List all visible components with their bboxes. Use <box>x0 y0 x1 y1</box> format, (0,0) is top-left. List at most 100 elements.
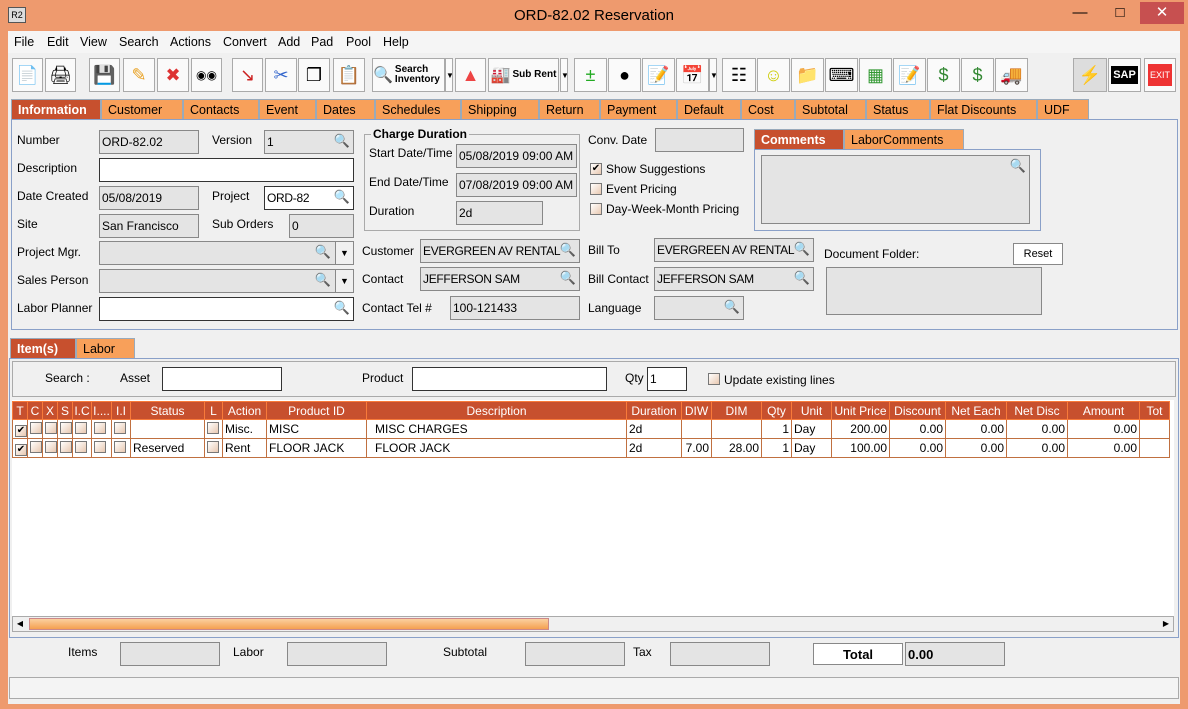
tab-udf[interactable]: UDF <box>1037 99 1089 119</box>
asset-input[interactable] <box>162 367 282 391</box>
edit-form-button[interactable]: 📝 <box>893 58 926 92</box>
column-header[interactable]: I.C <box>72 401 92 420</box>
product-input[interactable] <box>412 367 607 391</box>
menu-actions[interactable]: Actions <box>170 35 211 49</box>
row-checkbox[interactable] <box>45 440 57 453</box>
tab-flat-discounts[interactable]: Flat Discounts <box>930 99 1037 119</box>
row-checkbox[interactable] <box>60 440 72 453</box>
column-header[interactable]: Description <box>366 401 627 420</box>
tab-customer[interactable]: Customer <box>101 99 183 119</box>
row-checkbox[interactable]: ✔ <box>15 443 27 456</box>
menu-search[interactable]: Search <box>119 35 159 49</box>
column-header[interactable]: Amount <box>1067 401 1140 420</box>
conv-date-field[interactable] <box>655 128 744 152</box>
l-checkbox[interactable] <box>207 440 219 453</box>
save-button[interactable]: 💾 <box>89 58 120 92</box>
tab-labor[interactable]: Labor <box>76 338 135 358</box>
column-header[interactable]: Status <box>130 401 205 420</box>
search-inventory-button[interactable]: 🔍 Search Inventory <box>372 58 445 92</box>
customer-field[interactable]: EVERGREEN AV RENTALS 🔍 <box>420 239 580 263</box>
menu-pool[interactable]: Pool <box>346 35 372 49</box>
money-note-button[interactable]: $ <box>961 58 994 92</box>
tab-default[interactable]: Default <box>677 99 741 119</box>
tab-schedules[interactable]: Schedules <box>375 99 461 119</box>
column-header[interactable]: Discount <box>889 401 946 420</box>
tab-cost[interactable]: Cost <box>741 99 795 119</box>
document-folder-field[interactable] <box>826 267 1042 315</box>
menu-view[interactable]: View <box>80 35 107 49</box>
column-header[interactable]: T <box>12 401 28 420</box>
date-created-field[interactable]: 05/08/2019 <box>99 186 199 210</box>
contact-field[interactable]: JEFFERSON SAM 🔍 <box>420 267 580 291</box>
description-cell[interactable]: FLOOR JACK <box>366 438 627 458</box>
description-cell[interactable]: MISC CHARGES <box>366 419 627 439</box>
product-id-cell[interactable]: FLOOR JACK <box>266 438 367 458</box>
search-icon[interactable]: 🔍 <box>314 244 331 259</box>
status-cell[interactable] <box>130 419 205 439</box>
l-checkbox[interactable] <box>207 421 219 434</box>
table-row[interactable]: ✔ Misc. MISC MISC CHARGES 2d 1 Day 200.00 0.00 0.… <box>12 419 1170 439</box>
site-field[interactable]: San Francisco <box>99 214 199 238</box>
net-disc-cell[interactable]: 0.00 <box>1006 438 1068 458</box>
menu-convert[interactable]: Convert <box>223 35 267 49</box>
column-header[interactable]: Net Disc <box>1006 401 1068 420</box>
net-each-cell[interactable]: 0.00 <box>945 419 1007 439</box>
tab-payment[interactable]: Payment <box>600 99 677 119</box>
show-suggestions-checkbox[interactable]: ✔ <box>590 163 602 175</box>
column-header[interactable]: Net Each <box>945 401 1007 420</box>
notepad-button[interactable]: 📝 <box>642 58 675 92</box>
truck-button[interactable]: 🚚 <box>995 58 1028 92</box>
tab-dates[interactable]: Dates <box>316 99 375 119</box>
sap-button[interactable]: SAP <box>1108 58 1141 92</box>
key-button[interactable]: ⌨ <box>825 58 858 92</box>
chevron-down-icon[interactable]: ▼ <box>335 242 353 264</box>
smiley-button[interactable]: ☺ <box>757 58 790 92</box>
column-header[interactable]: Qty <box>761 401 792 420</box>
column-header[interactable]: X <box>42 401 58 420</box>
unit-price-cell[interactable]: 200.00 <box>831 419 890 439</box>
sub-orders-field[interactable]: 0 <box>289 214 354 238</box>
tab-contacts[interactable]: Contacts <box>183 99 259 119</box>
paste-button[interactable]: 📋 <box>333 58 365 92</box>
row-checkbox[interactable] <box>75 421 87 434</box>
project-field[interactable]: ORD-82 🔍 <box>264 186 354 210</box>
sales-person-select[interactable]: 🔍 ▼ <box>99 269 354 293</box>
search-icon[interactable]: 🔍 <box>314 272 331 287</box>
cut-button[interactable]: ✂ <box>265 58 297 92</box>
comments-textarea[interactable]: 🔍 <box>761 155 1030 224</box>
unit-cell[interactable]: Day <box>791 419 832 439</box>
copy-button[interactable]: ❐ <box>298 58 330 92</box>
delete-button[interactable]: ✖ <box>157 58 189 92</box>
menu-pad[interactable]: Pad <box>311 35 334 49</box>
search-icon[interactable]: 🔍 <box>723 299 740 314</box>
menu-help[interactable]: Help <box>383 35 409 49</box>
tot-cell[interactable] <box>1139 438 1170 458</box>
search-icon[interactable]: 🔍 <box>1009 158 1026 173</box>
reset-button[interactable]: Reset <box>1013 243 1063 265</box>
hierarchy-button[interactable]: ☷ <box>722 58 756 92</box>
tab-return[interactable]: Return <box>539 99 600 119</box>
search-icon[interactable]: 🔍 <box>559 242 576 257</box>
calendar-button[interactable]: 📅 <box>676 58 709 92</box>
bill-to-field[interactable]: EVERGREEN AV RENTALS 🔍 <box>654 238 814 262</box>
l-cell[interactable] <box>204 438 223 458</box>
tab-event[interactable]: Event <box>259 99 316 119</box>
column-header[interactable]: Action <box>222 401 267 420</box>
column-header[interactable]: Unit Price <box>831 401 890 420</box>
start-datetime-field[interactable]: 05/08/2019 09:00 AM <box>456 144 577 168</box>
tab-subtotal[interactable]: Subtotal <box>795 99 866 119</box>
row-checkbox[interactable] <box>45 421 57 434</box>
qty-cell[interactable]: 1 <box>761 419 792 439</box>
search-icon[interactable]: 🔍 <box>333 300 350 315</box>
language-field[interactable]: 🔍 <box>654 296 744 320</box>
tab-shipping[interactable]: Shipping <box>461 99 539 119</box>
column-header[interactable]: Tot <box>1139 401 1170 420</box>
copy-to-button[interactable]: ↘ <box>232 58 263 92</box>
row-checkbox[interactable] <box>30 421 42 434</box>
diw-cell[interactable] <box>681 419 712 439</box>
tab-items[interactable]: Item(s) <box>10 338 76 358</box>
l-cell[interactable] <box>204 419 223 439</box>
scroll-left-arrow[interactable]: ◀ <box>16 619 24 628</box>
status-cell[interactable]: Reserved <box>130 438 205 458</box>
row-checkbox[interactable] <box>114 421 126 434</box>
